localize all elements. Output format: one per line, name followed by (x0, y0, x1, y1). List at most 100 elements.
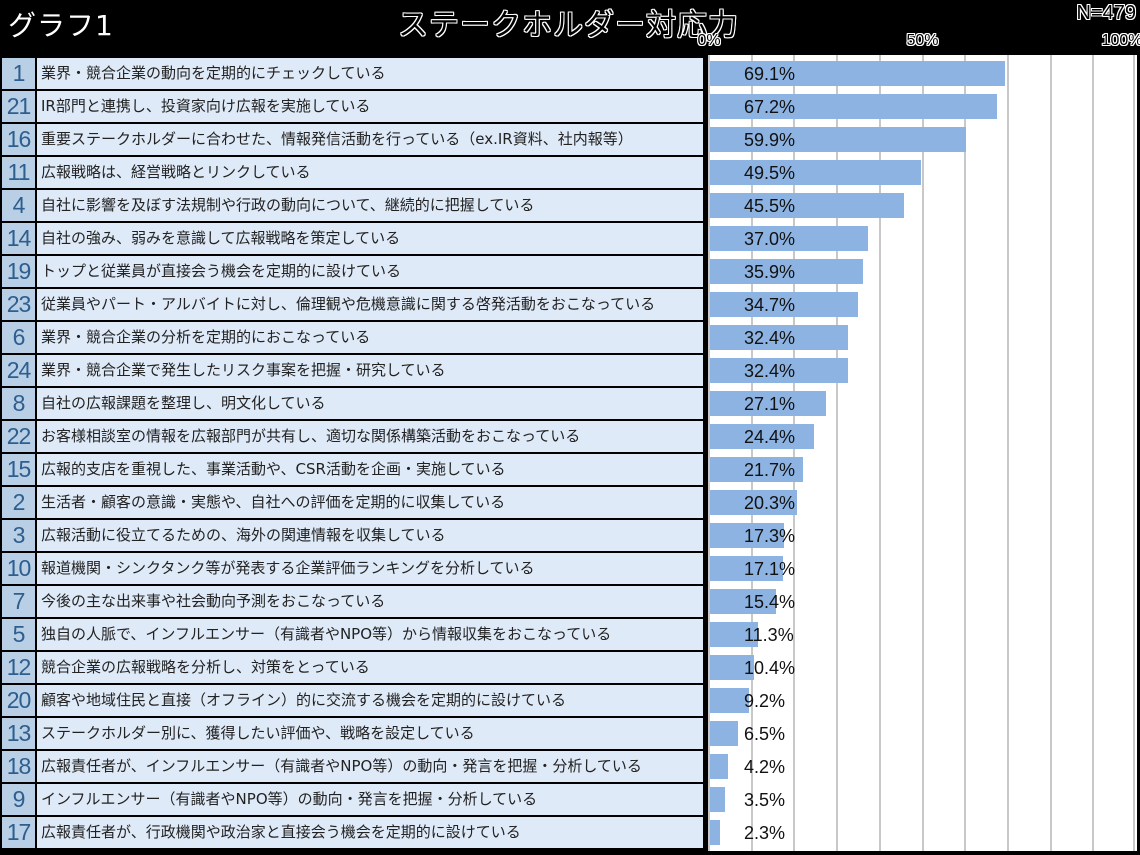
item-number: 1 (2, 58, 35, 89)
axis-tick-label: 50% (906, 32, 939, 49)
chart-row: 6 業界・競合企業の分析を定期的におこなっている 32.4% (0, 320, 1140, 354)
item-label: 業界・競合企業で発生したリスク事案を把握・研究している (37, 355, 703, 386)
bar-value-label: 17.3% (744, 526, 796, 546)
bar (710, 523, 784, 548)
gridline (836, 55, 839, 851)
bar (710, 61, 1006, 86)
item-label: インフルエンサー（有識者やNPO等）の動向・発言を把握・分析している (37, 784, 703, 815)
row-separator (0, 386, 705, 387)
item-number: 19 (2, 256, 35, 287)
item-number: 9 (2, 784, 35, 815)
chart-row: 3 広報活動に役立てるための、海外の関連情報を収集している 17.3% (0, 519, 1140, 552)
bar-value-label: 15.4% (744, 592, 796, 612)
row-separator (0, 254, 705, 255)
chart-row: 22 お客様相談室の情報を広報部門が共有し、適切な関係構築活動をおこなっている 24… (0, 420, 1140, 453)
item-label: 広報戦略は、経営戦略とリンクしている (37, 157, 703, 188)
item-label: 独自の人脈で、インフルエンサー（有識者やNPO等）から情報収集をおこなっている (37, 619, 703, 650)
gridline (921, 55, 924, 851)
bar (710, 820, 720, 845)
bar (710, 358, 849, 383)
bar-value-label: 20.3% (744, 493, 796, 513)
bar-value-label: 11.3% (744, 625, 794, 645)
bar-value-label: 32.4% (744, 361, 796, 381)
row-separator (0, 551, 705, 552)
sample-size-label: N=479 (1076, 2, 1137, 24)
bar-value-label: 67.2% (744, 97, 796, 117)
item-label: 今後の主な出来事や社会動向予測をおこなっている (37, 586, 703, 617)
item-number: 7 (2, 586, 35, 617)
bar-value-label: 69.1% (744, 64, 796, 84)
axis-tick-label: 0% (697, 32, 721, 49)
chart-row: 18 広報責任者が、インフルエンサー（有識者やNPO等）の動向・発言を把握・分析し… (0, 749, 1140, 783)
bar (710, 457, 803, 482)
chart-rows: 1 業界・競合企業の動向を定期的にチェックしている 69.1% 21 IR部門と連携し、… (0, 57, 1140, 849)
bar-value-label: 9.2% (744, 691, 786, 711)
bar (710, 589, 776, 614)
bar-value-label: 3.5% (744, 790, 786, 810)
row-separator (0, 650, 705, 651)
item-label: 業界・競合企業の分析を定期的におこなっている (37, 322, 703, 353)
item-number: 21 (2, 91, 35, 122)
bar (710, 424, 815, 449)
item-label: ステークホルダー別に、獲得したい評価や、戦略を設定している (37, 718, 703, 749)
item-label: 広報的支店を重視した、事業活動や、CSR活動を企画・実施している (37, 454, 703, 485)
bar (710, 391, 826, 416)
row-separator (0, 749, 705, 750)
bar (710, 556, 784, 581)
gridline (1049, 55, 1052, 851)
item-number: 18 (2, 751, 35, 782)
bar (710, 754, 728, 779)
item-number: 14 (2, 223, 35, 254)
item-label: 広報活動に役立てるための、海外の関連情報を収集している (37, 520, 703, 551)
bar (710, 721, 738, 746)
bar (710, 259, 864, 284)
gridline (793, 55, 796, 851)
bar (710, 622, 759, 647)
chart-row: 17 広報責任者が、行政機関や政治家と直接会う機会を定期的に設けている 2.3% (0, 816, 1140, 849)
item-number: 22 (2, 421, 35, 452)
chart-row: 2 生活者・顧客の意識・実態や、自社への評価を定期的に収集している 20.3% (0, 486, 1140, 519)
chart-row: 7 今後の主な出来事や社会動向予測をおこなっている 15.4% (0, 585, 1140, 618)
item-label: 生活者・顧客の意識・実態や、自社への評価を定期的に収集している (37, 487, 703, 518)
item-label: 競合企業の広報戦略を分析し、対策をとっている (37, 652, 703, 683)
item-label: トップと従業員が直接会う機会を定期的に設けている (37, 256, 703, 287)
gridline (708, 55, 710, 851)
bar-value-label: 34.7% (744, 295, 796, 315)
bar-value-label: 6.5% (744, 724, 786, 744)
item-number: 8 (2, 388, 35, 419)
item-number: 11 (2, 157, 35, 188)
chart-row: 12 競合企業の広報戦略を分析し、対策をとっている 10.4% (0, 650, 1140, 684)
item-label: 顧客や地域住民と直接（オフライン）的に交流する機会を定期的に設けている (37, 685, 703, 716)
bar (710, 193, 905, 218)
chart-row: 13 ステークホルダー別に、獲得したい評価や、戦略を設定している 6.5% (0, 717, 1140, 750)
item-label: 業界・競合企業の動向を定期的にチェックしている (37, 58, 703, 89)
bar-value-label: 37.0% (744, 229, 796, 249)
axis-tick-label: 100% (1101, 32, 1140, 49)
bar (710, 655, 755, 680)
gridline (750, 55, 753, 851)
item-number: 3 (2, 520, 35, 551)
bar-value-label: 2.3% (744, 823, 786, 843)
bar (710, 160, 922, 185)
item-label: 自社に影響を及ぼす法規制や行政の動向について、継続的に把握している (37, 190, 703, 221)
item-label: 報道機関・シンクタンク等が発表する企業評価ランキングを分析している (37, 553, 703, 584)
item-number: 23 (2, 289, 35, 320)
chart-row: 20 顧客や地域住民と直接（オフライン）的に交流する機会を定期的に設けている 9.2… (0, 684, 1140, 717)
chart-row: 21 IR部門と連携し、投資家向け広報を実施している 67.2% (0, 89, 1140, 123)
bar-value-label: 59.9% (744, 130, 796, 150)
item-number: 15 (2, 454, 35, 485)
item-number: 5 (2, 619, 35, 650)
item-label: 自社の強み、弱みを意識して広報戦略を策定している (37, 223, 703, 254)
bar-value-label: 27.1% (744, 394, 796, 414)
item-number: 17 (2, 817, 35, 848)
bar (710, 490, 797, 515)
bar (710, 292, 859, 317)
gridline (1133, 55, 1135, 851)
item-label: 従業員やパート・アルバイトに対し、倫理観や危機意識に関する啓発活動をおこなってい… (37, 289, 703, 320)
item-label: お客様相談室の情報を広報部門が共有し、適切な関係構築活動をおこなっている (37, 421, 703, 452)
bar (710, 226, 868, 251)
bar-value-label: 24.4% (744, 427, 796, 447)
item-number: 20 (2, 685, 35, 716)
item-label: 広報責任者が、インフルエンサー（有識者やNPO等）の動向・発言を把握・分析してい… (37, 751, 703, 782)
chart-row: 4 自社に影響を及ぼす法規制や行政の動向について、継続的に把握している 45.5% (0, 189, 1140, 222)
